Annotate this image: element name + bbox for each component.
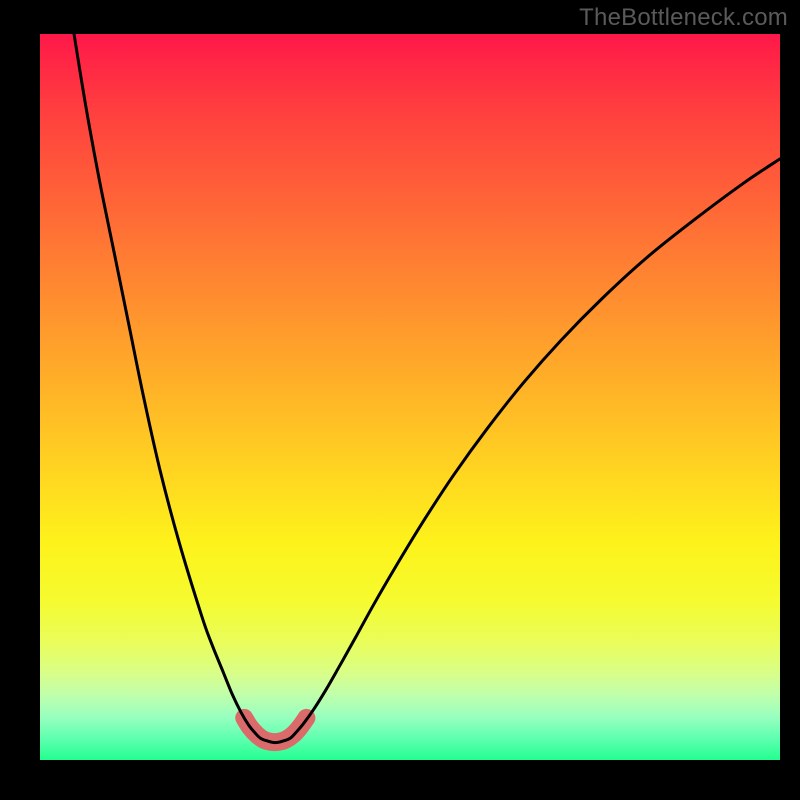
bottleneck-chart <box>0 0 800 800</box>
chart-gradient-background <box>40 34 780 760</box>
watermark-text: TheBottleneck.com <box>579 4 788 32</box>
